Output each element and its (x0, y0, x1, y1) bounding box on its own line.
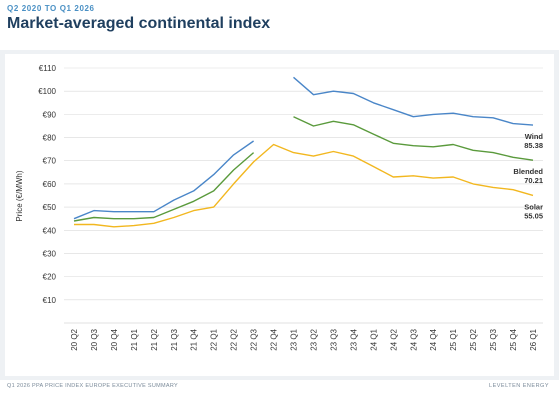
date-range-subtitle: Q2 2020 TO Q1 2026 (7, 4, 95, 13)
y-tick-label: €80 (43, 134, 57, 143)
x-tick-label: 23 Q3 (329, 328, 338, 350)
x-tick-label: 25 Q4 (509, 328, 518, 350)
y-axis-title: Price (€/MWh) (15, 170, 24, 221)
x-tick-label: 21 Q2 (150, 328, 159, 350)
y-tick-label: €70 (43, 157, 57, 166)
y-tick-label: €50 (43, 203, 57, 212)
y-tick-label: €40 (43, 226, 57, 235)
x-tick-label: 23 Q4 (349, 328, 358, 350)
series-name-label-solar: Solar (524, 202, 543, 211)
x-tick-label: 24 Q2 (389, 328, 398, 350)
footer-brand: LEVELTEN ENERGY (489, 383, 549, 389)
x-tick-label: 23 Q1 (290, 328, 299, 350)
series-end-value-blended: 70.21 (524, 176, 543, 185)
y-tick-label: €10 (43, 296, 57, 305)
series-line-blended (73, 152, 255, 222)
x-tick-label: 24 Q1 (369, 328, 378, 350)
x-tick-label: 22 Q3 (250, 328, 259, 350)
x-tick-label: 20 Q3 (90, 328, 99, 350)
x-tick-label: 22 Q2 (230, 328, 239, 350)
x-tick-label: 24 Q4 (429, 328, 438, 350)
y-tick-label: €90 (43, 110, 57, 119)
series-line-blended (293, 116, 534, 161)
x-tick-label: 23 Q2 (309, 328, 318, 350)
x-tick-label: 22 Q4 (270, 328, 279, 350)
series-line-wind (293, 76, 534, 126)
series-end-value-solar: 55.05 (524, 211, 543, 220)
series-name-label-wind: Wind (525, 132, 544, 141)
x-tick-label: 21 Q3 (170, 328, 179, 350)
x-tick-label: 20 Q4 (110, 328, 119, 350)
x-tick-label: 26 Q1 (529, 328, 538, 350)
x-tick-label: 21 Q4 (190, 328, 199, 350)
x-tick-label: 22 Q1 (210, 328, 219, 350)
footer-document-title: Q1 2026 PPA PRICE INDEX EUROPE EXECUTIVE… (7, 383, 178, 389)
x-tick-label: 25 Q2 (469, 328, 478, 350)
y-tick-label: €60 (43, 180, 57, 189)
x-tick-label: 25 Q1 (449, 328, 458, 350)
x-tick-label: 25 Q3 (489, 328, 498, 350)
header: Q2 2020 TO Q1 2026 Market-averaged conti… (0, 0, 559, 50)
chart-card (5, 54, 554, 376)
series-name-label-blended: Blended (513, 167, 543, 176)
y-tick-label: €110 (39, 64, 57, 73)
y-tick-label: €20 (43, 273, 57, 282)
x-tick-label: 21 Q1 (130, 328, 139, 350)
x-tick-label: 20 Q2 (70, 328, 79, 350)
page-title: Market-averaged continental index (7, 15, 271, 32)
x-tick-label: 24 Q3 (409, 328, 418, 350)
y-tick-label: €100 (38, 87, 56, 96)
y-tick-label: €30 (43, 249, 57, 258)
series-line-wind (73, 140, 254, 220)
series-line-solar (74, 143, 534, 228)
series-end-value-wind: 85.38 (524, 141, 543, 150)
